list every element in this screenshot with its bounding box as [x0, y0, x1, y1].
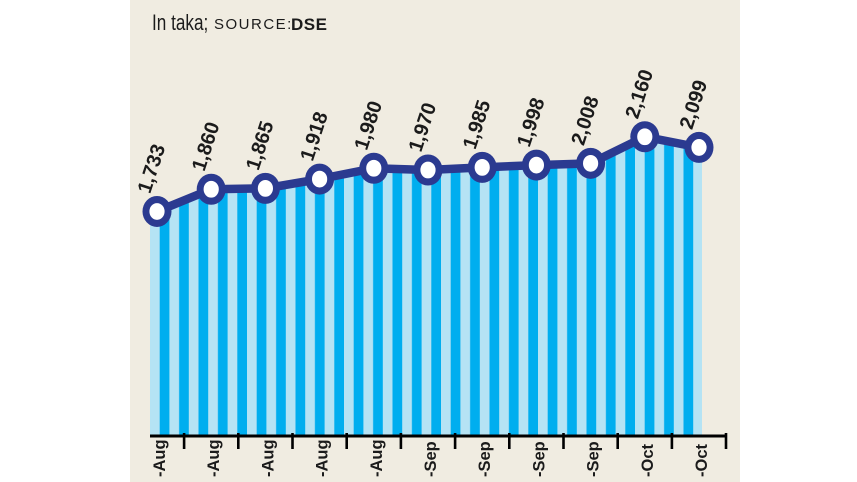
x-axis-label: -Aug	[151, 439, 169, 477]
data-point-label: 1,998	[513, 95, 549, 149]
x-axis-label: -Aug	[314, 439, 332, 477]
data-point-marker-center	[203, 180, 219, 198]
x-axis-label: -Oct	[693, 443, 711, 477]
data-point-marker-center	[583, 154, 599, 172]
data-point-label: 2,008	[567, 93, 603, 147]
x-axis-label: -Oct	[639, 443, 657, 477]
x-axis-label: -Aug	[205, 439, 223, 477]
x-axis-label: -Aug	[259, 439, 277, 477]
source-label: SOURCE:	[214, 16, 293, 33]
data-point-label: 1,865	[242, 119, 278, 173]
data-point-marker-center	[637, 128, 653, 146]
data-point-label: 1,980	[351, 98, 387, 152]
data-point-label: 1,733	[134, 142, 170, 196]
x-axis-label: -Sep	[530, 441, 548, 477]
chart-panel: In taka; SOURCE: DSE -Aug -Aug -Aug -Aug -Au…	[130, 0, 740, 482]
data-point-label: 1,860	[188, 119, 224, 173]
unit-label: In taka;	[152, 10, 209, 35]
data-point-marker-center	[312, 170, 328, 188]
x-axis-label: -Aug	[368, 439, 386, 477]
striped-area-fill	[150, 136, 702, 436]
data-point-marker-center	[474, 158, 490, 176]
data-point-marker-center	[257, 179, 273, 197]
data-point-marker-center	[149, 203, 165, 220]
x-axis-label: -Sep	[476, 441, 494, 477]
data-point-marker-center	[366, 159, 382, 177]
x-axis-label: -Sep	[422, 441, 440, 477]
data-point-label: 1,985	[459, 98, 495, 152]
data-point-label: 1,970	[405, 100, 441, 154]
chart-header: In taka; SOURCE: DSE	[130, 9, 740, 43]
data-point-label: 1,918	[296, 109, 332, 163]
data-point-marker-center	[691, 139, 707, 156]
data-point-label: 2,099	[676, 78, 712, 132]
data-point-marker-center	[528, 156, 545, 174]
data-point-label: 2,160	[622, 67, 658, 121]
data-point-marker-center	[420, 161, 436, 179]
share-price-line-chart: -Aug -Aug -Aug -Aug -Aug -Sep -Sep -Sep -Sep -Oct…	[134, 67, 728, 477]
x-axis-label: -Sep	[585, 441, 603, 477]
source-value: DSE	[291, 15, 328, 34]
